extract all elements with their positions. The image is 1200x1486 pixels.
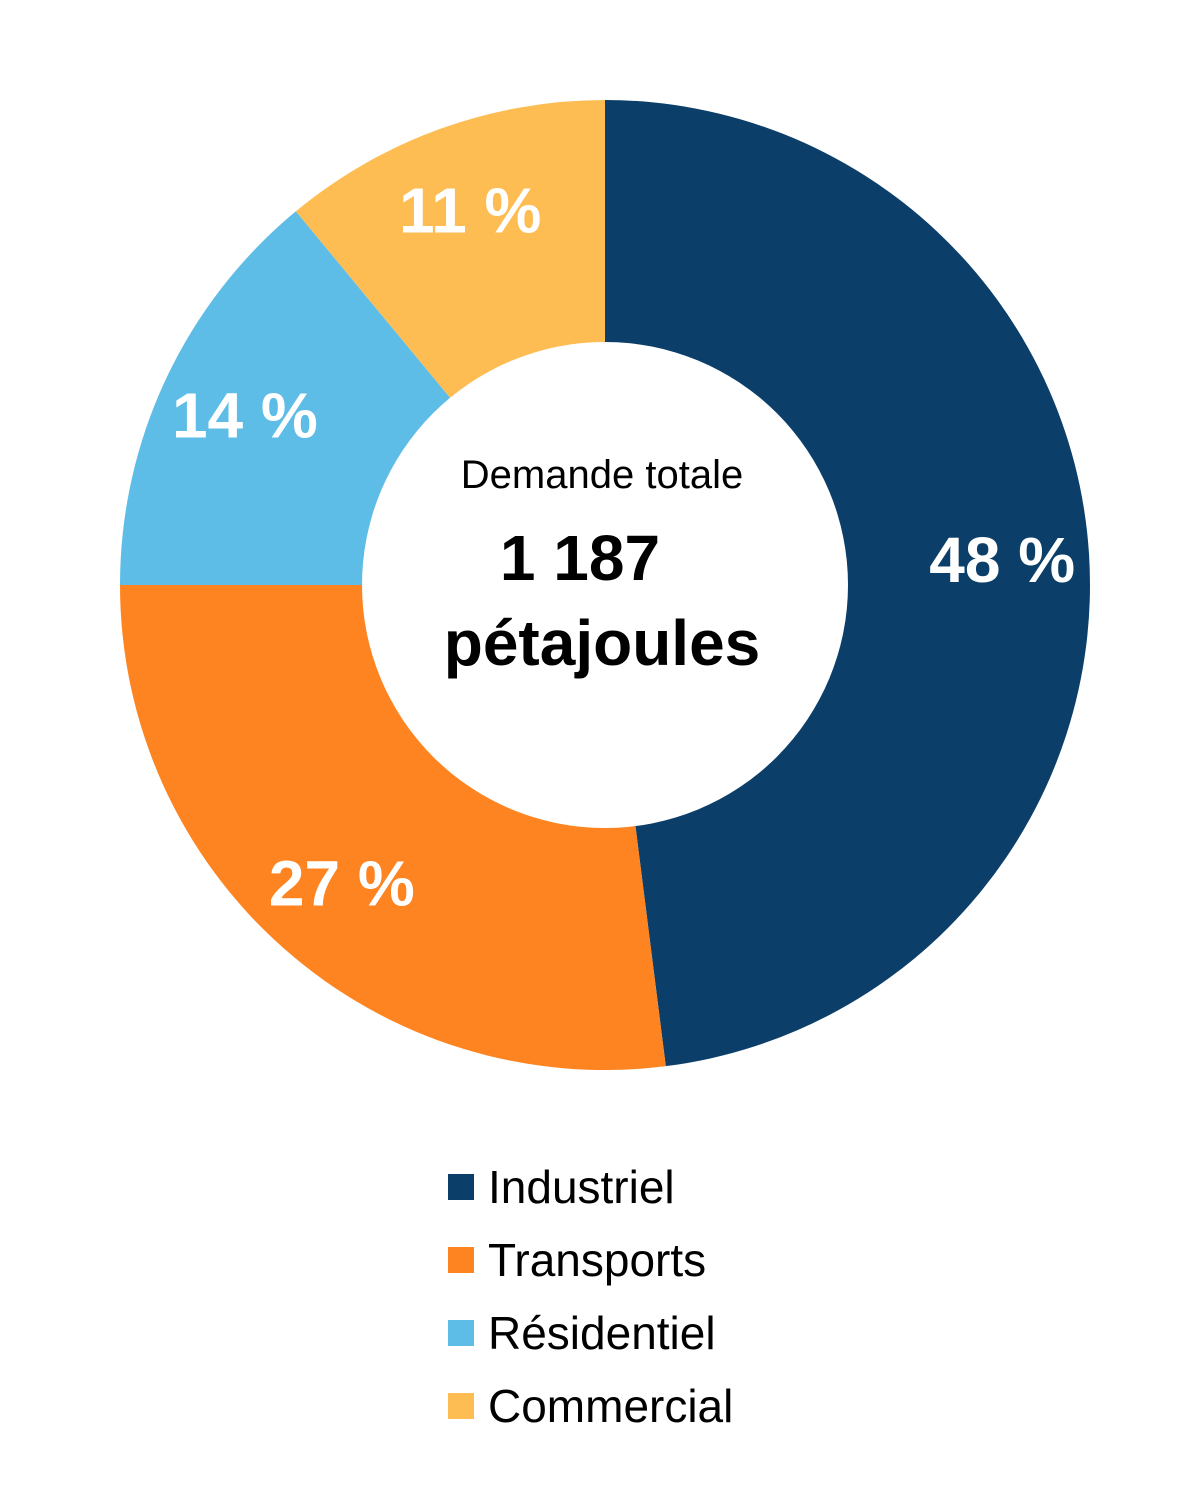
legend-swatch-commercial [448,1392,474,1419]
center-title: Demande totale [461,453,743,497]
donut-chart: 48 % 27 % 14 % 11 % Demande totale 1 187 pé… [120,99,1091,1070]
slice-label-residentiel: 14 % [172,380,318,452]
slice-labels: 48 % 27 % 14 % 11 % [172,175,1075,920]
legend-label-transports: Transports [488,1233,707,1286]
legend-label-residentiel: Résidentiel [488,1306,716,1359]
center-total-value: 1 187 [500,522,660,594]
legend-item-transports: Transports [448,1223,948,1296]
slice-label-commercial: 11 % [399,175,541,247]
legend-swatch-industriel [448,1173,474,1200]
legend-item-industriel: Industriel [448,1150,948,1223]
legend-label-industriel: Industriel [488,1160,675,1213]
legend-label-commercial: Commercial [488,1379,734,1432]
slice-label-industriel: 48 % [929,524,1075,596]
center-total-unit: pétajoules [444,607,761,679]
donut-center-hole [362,342,848,828]
chart-legend: Industriel Transports Résidentiel Commer… [448,1150,948,1442]
legend-item-commercial: Commercial [448,1369,948,1442]
slice-label-transports: 27 % [269,848,415,920]
legend-item-residentiel: Résidentiel [448,1296,948,1369]
legend-swatch-transports [448,1246,474,1273]
legend-swatch-residentiel [448,1319,474,1346]
